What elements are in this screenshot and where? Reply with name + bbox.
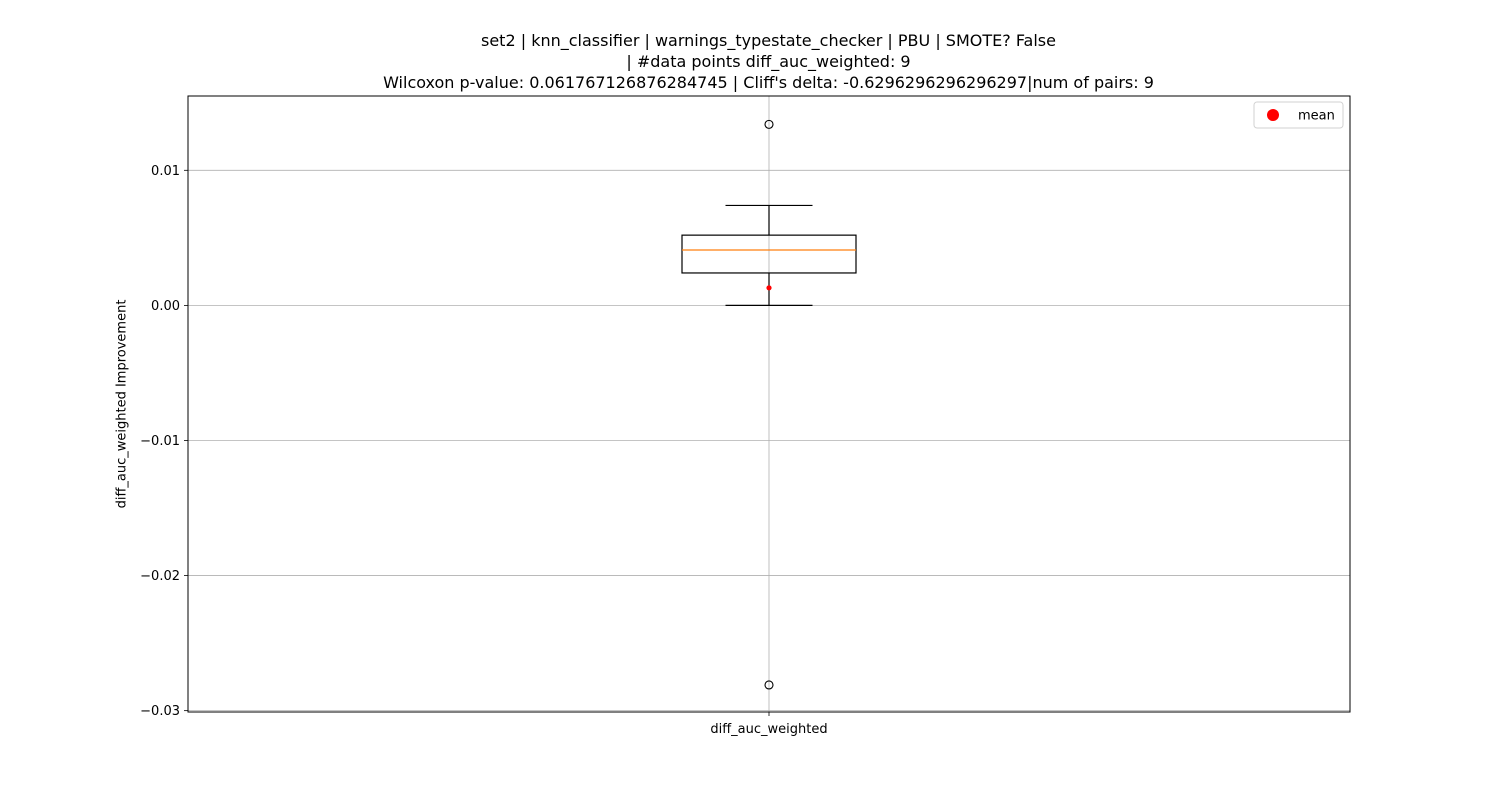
legend-marker-mean	[1267, 109, 1279, 121]
x-tick-label: diff_auc_weighted	[710, 722, 827, 737]
chart-title-line-1: set2 | knn_classifier | warnings_typesta…	[481, 31, 1056, 50]
outlier-point	[764, 119, 774, 129]
y-tick-label: 0.00	[151, 299, 180, 314]
legend-label-mean: mean	[1298, 109, 1335, 124]
y-tick-label: −0.02	[140, 569, 180, 584]
y-tick-label: 0.01	[151, 164, 180, 179]
iqr-box	[681, 234, 857, 274]
plot-frame	[187, 95, 1351, 713]
chart-title-line-3: Wilcoxon p-value: 0.061767126876284745 |…	[383, 73, 1154, 92]
y-tick-label: −0.03	[140, 704, 180, 719]
chart-title-line-2: | #data points diff_auc_weighted: 9	[626, 52, 911, 71]
mean-point	[766, 285, 772, 291]
outlier-point	[764, 680, 774, 690]
legend-box	[1253, 101, 1344, 129]
y-tick-label: −0.01	[140, 434, 180, 449]
